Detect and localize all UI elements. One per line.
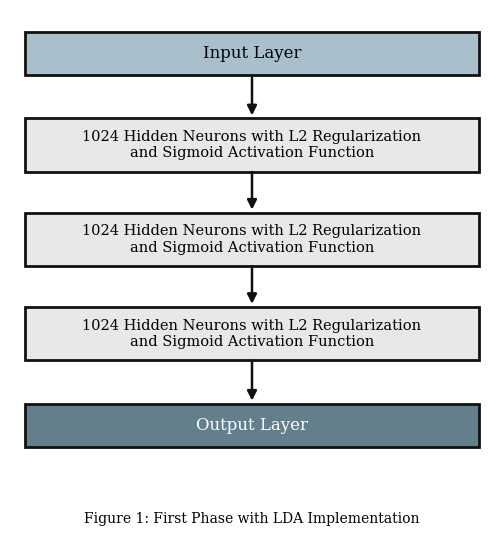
FancyBboxPatch shape	[25, 32, 479, 75]
FancyBboxPatch shape	[25, 212, 479, 266]
Text: 1024 Hidden Neurons with L2 Regularization
and Sigmoid Activation Function: 1024 Hidden Neurons with L2 Regularizati…	[83, 319, 421, 349]
FancyBboxPatch shape	[25, 307, 479, 360]
Text: Output Layer: Output Layer	[196, 417, 308, 434]
Text: Input Layer: Input Layer	[203, 45, 301, 62]
Text: Figure 1: First Phase with LDA Implementation: Figure 1: First Phase with LDA Implement…	[84, 512, 420, 526]
Text: 1024 Hidden Neurons with L2 Regularization
and Sigmoid Activation Function: 1024 Hidden Neurons with L2 Regularizati…	[83, 224, 421, 255]
Text: 1024 Hidden Neurons with L2 Regularization
and Sigmoid Activation Function: 1024 Hidden Neurons with L2 Regularizati…	[83, 130, 421, 160]
FancyBboxPatch shape	[25, 119, 479, 172]
FancyBboxPatch shape	[25, 404, 479, 447]
